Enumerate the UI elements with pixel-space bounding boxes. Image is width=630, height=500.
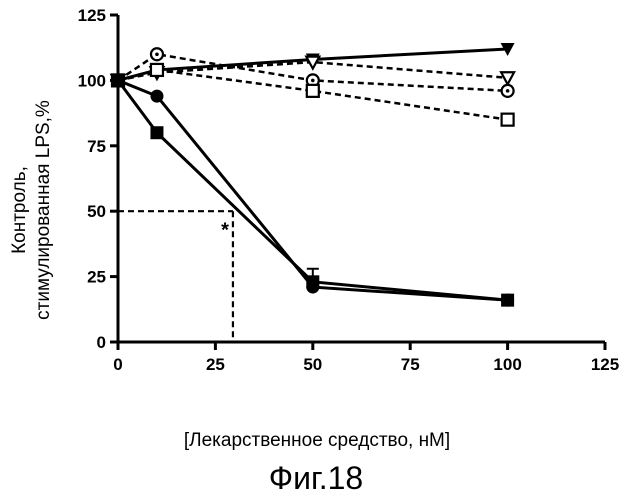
series-5-point-0-shape bbox=[111, 73, 125, 87]
x-tick-label-1: 25 bbox=[206, 355, 225, 374]
y-tick-label-0: 0 bbox=[97, 333, 106, 352]
series-line-5 bbox=[116, 79, 508, 302]
series-5-point-2-shape bbox=[306, 275, 320, 289]
y-tick-label-1: 25 bbox=[87, 268, 106, 287]
significance-annotation: * bbox=[221, 219, 229, 241]
series-2-point-1 bbox=[149, 47, 165, 62]
series-1-point-2-shape bbox=[304, 55, 322, 71]
series-2-point-3 bbox=[500, 83, 515, 98]
series-line-3 bbox=[117, 68, 508, 121]
y-axis-label-line-1: Контроль, bbox=[9, 166, 30, 254]
series-line-2 bbox=[117, 52, 508, 93]
y-tick-label-5: 125 bbox=[78, 6, 106, 25]
y-tick-label-3: 75 bbox=[87, 137, 106, 156]
series-2-point-1-dot bbox=[155, 52, 159, 57]
series-0-point-3-shape bbox=[500, 43, 515, 57]
series-5-point-3 bbox=[501, 293, 515, 307]
series-0-point-3 bbox=[500, 43, 515, 57]
series-1-point-3 bbox=[499, 71, 516, 87]
series-3-point-2 bbox=[305, 83, 320, 98]
y-tick-label-2: 50 bbox=[87, 202, 106, 221]
series-5-point-1-shape bbox=[150, 126, 164, 140]
series-1-point-2 bbox=[304, 55, 322, 71]
series-3-point-3 bbox=[500, 112, 515, 127]
series-lines bbox=[116, 47, 508, 302]
series-1-point-3-shape bbox=[499, 71, 516, 87]
series-line-4 bbox=[117, 79, 508, 302]
series-4-point-1-shape bbox=[150, 89, 164, 103]
x-tick-label-4: 100 bbox=[493, 355, 521, 374]
series-3-point-1 bbox=[149, 62, 165, 78]
y-axis-label-line-2: стимулированная LPS,% bbox=[33, 100, 54, 320]
series-3-point-3-shape bbox=[500, 112, 515, 127]
figure-caption: Фиг.18 bbox=[269, 460, 363, 496]
series-3-point-2-shape bbox=[305, 83, 320, 98]
series-5-point-3-shape bbox=[501, 293, 515, 307]
tick-labels: 0 25 50 75 100 125 0 25 50 75 100 125 bbox=[78, 6, 620, 374]
series-markers bbox=[109, 43, 516, 307]
series-5-point-1 bbox=[150, 126, 164, 140]
series-line-1 bbox=[117, 60, 508, 82]
series-5-point-2 bbox=[306, 275, 320, 289]
series-2-point-3-dot bbox=[505, 89, 510, 93]
x-axis-label: [Лекарственное средство, нМ] bbox=[184, 430, 450, 451]
series-3-point-1-shape bbox=[149, 62, 165, 78]
y-tick-label-4: 100 bbox=[78, 71, 106, 90]
reference-lines bbox=[118, 210, 235, 342]
x-tick-label-2: 50 bbox=[303, 355, 322, 374]
series-5-point-0 bbox=[111, 73, 125, 87]
series-2-point-2-dot bbox=[311, 78, 315, 83]
x-tick-label-3: 75 bbox=[401, 355, 420, 374]
x-tick-label-5: 125 bbox=[591, 355, 619, 374]
series-4-point-1 bbox=[150, 89, 164, 103]
x-tick-label-0: 0 bbox=[113, 355, 122, 374]
